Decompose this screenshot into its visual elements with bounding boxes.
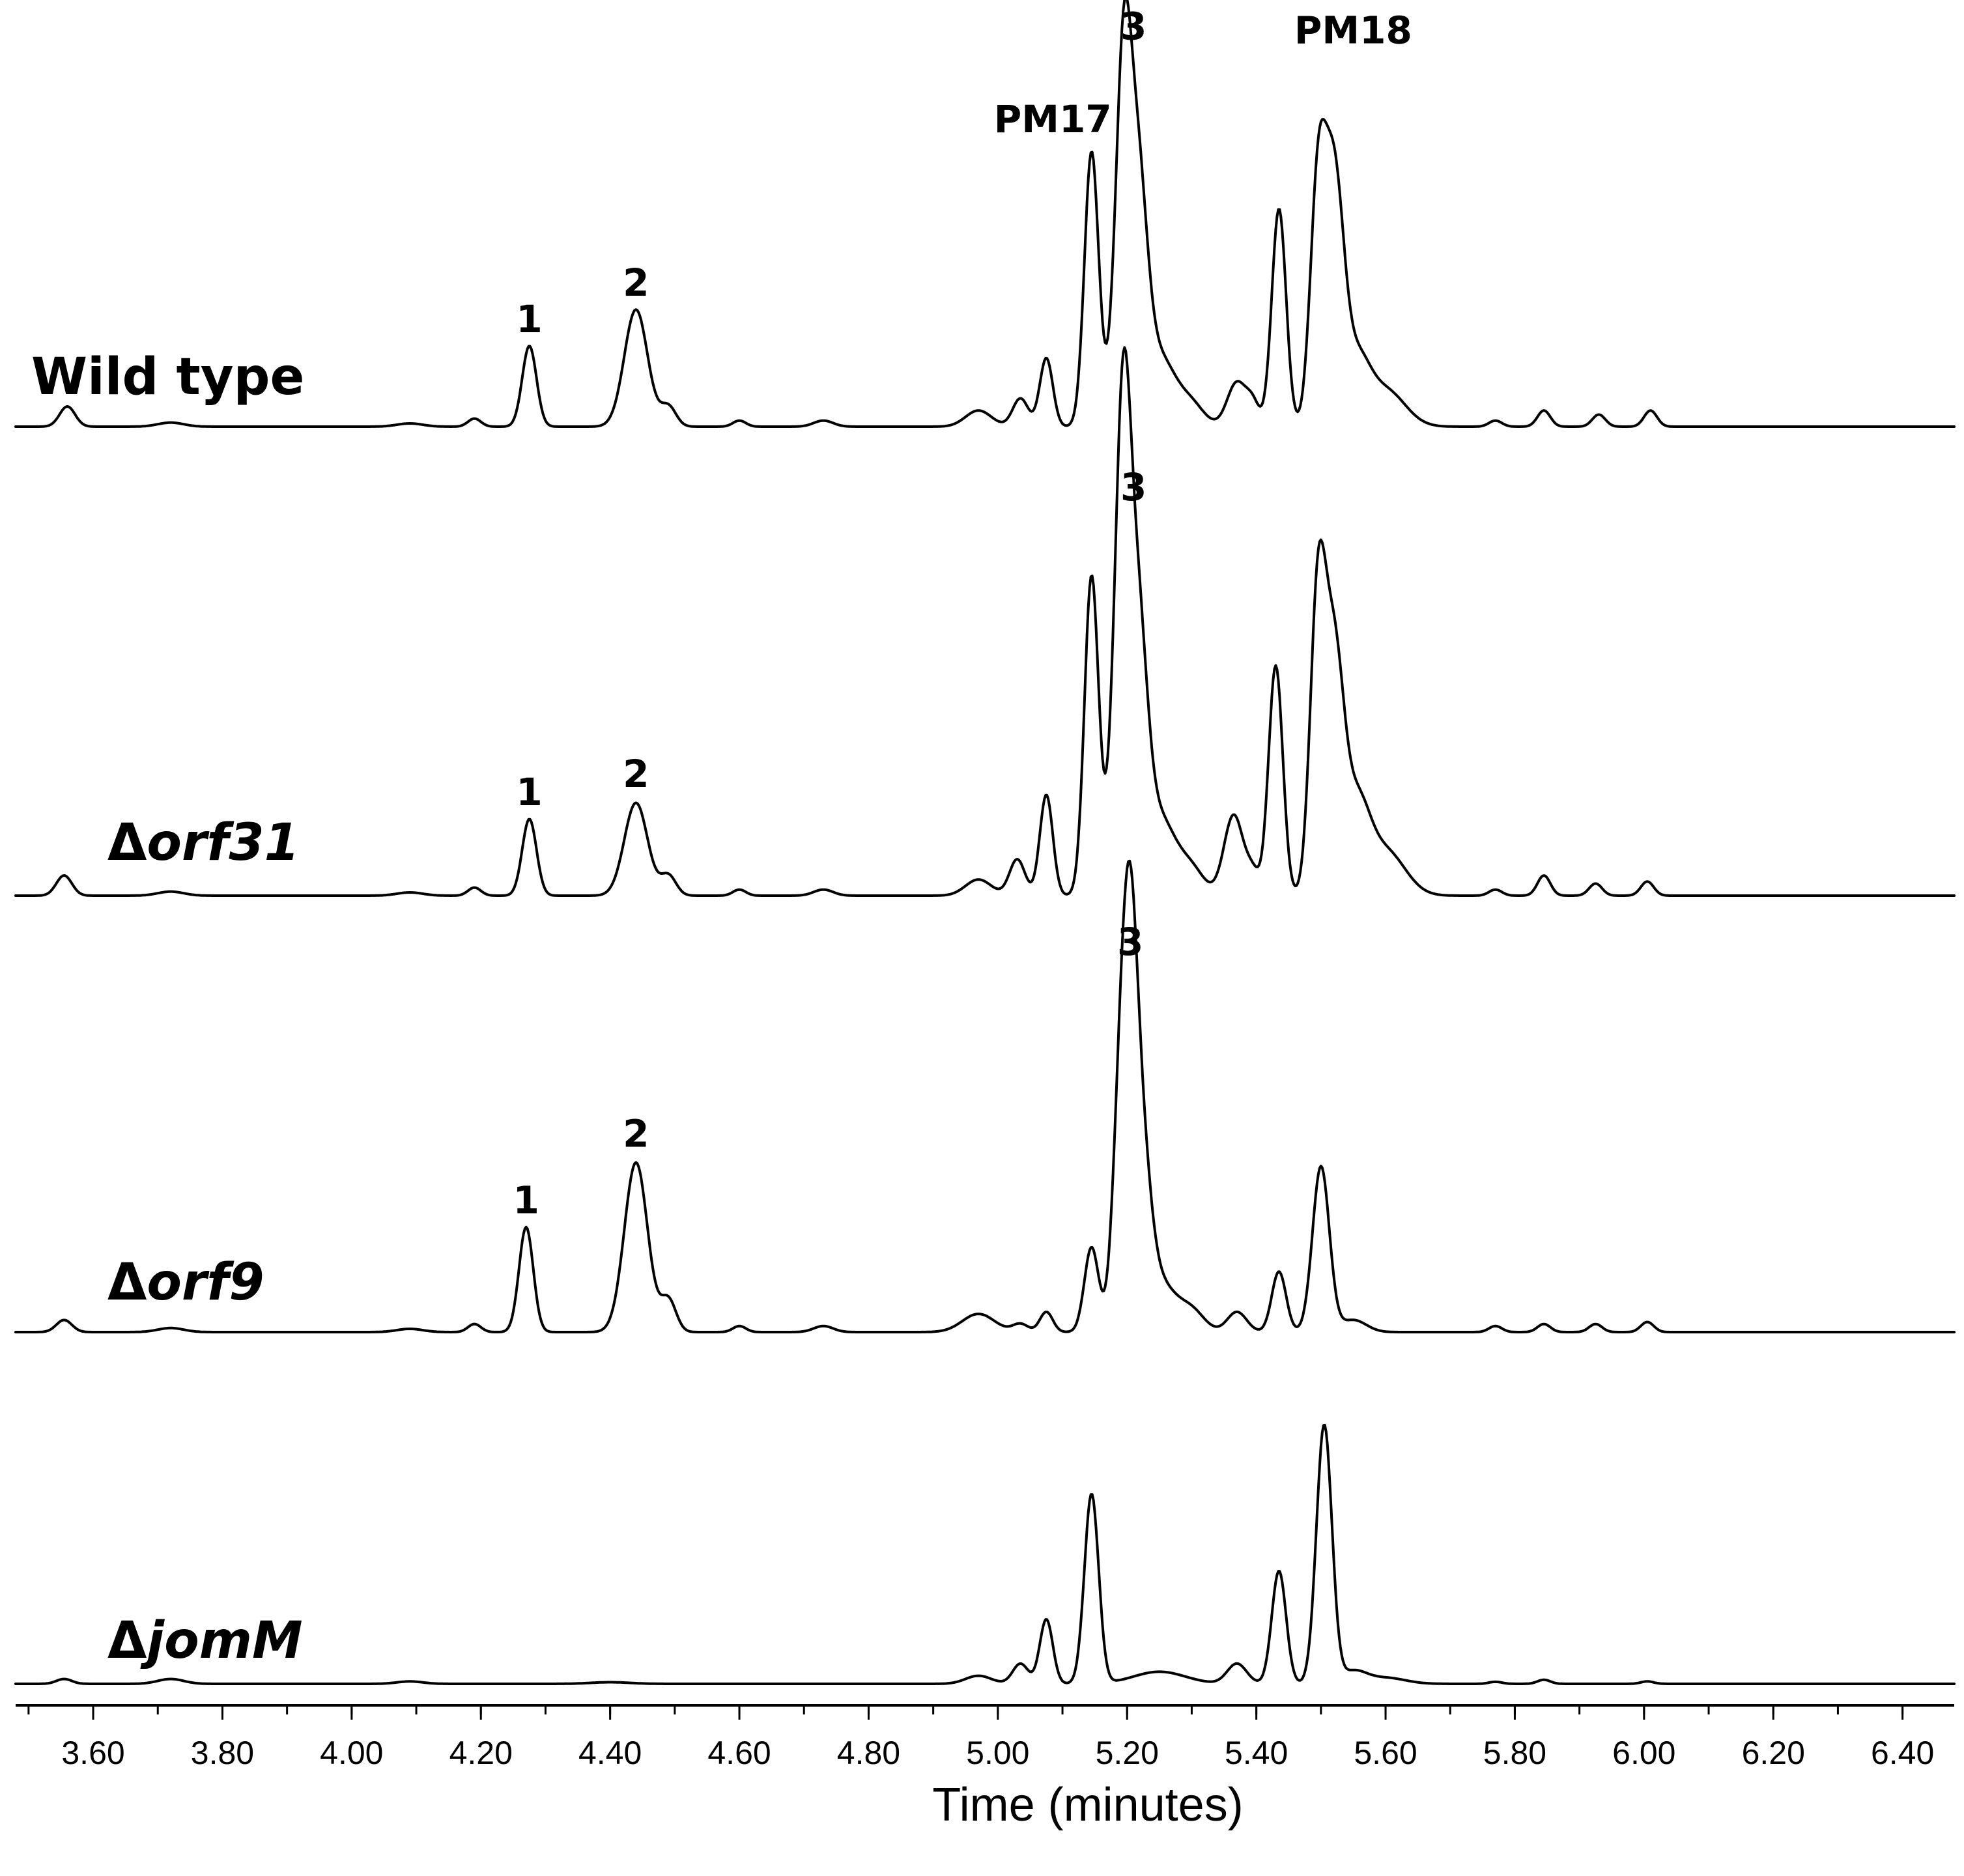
series-label-italic: jomM [140, 1612, 302, 1670]
peak-label: 1 [516, 770, 542, 814]
series-label-prefix: Δ [107, 1253, 147, 1312]
series-label: Δorf31 [107, 814, 300, 872]
peak-label: 1 [513, 1178, 539, 1223]
x-tick-label: 4.80 [837, 1735, 900, 1771]
series-line [14, 346, 1956, 897]
x-axis-label: Time (minutes) [932, 1779, 1243, 1831]
series-line [14, 0, 1956, 428]
peak-label: 2 [623, 261, 649, 305]
series-label-italic: orf31 [147, 814, 300, 872]
peak-label: PM17 [994, 97, 1112, 141]
trace-group: ΔjomM [14, 1423, 1956, 1685]
series-label-prefix: Δ [107, 1612, 147, 1670]
x-tick-label: 4.20 [449, 1735, 513, 1771]
series-line [14, 859, 1956, 1333]
x-tick-label: 3.60 [61, 1735, 124, 1771]
traces-group: Wild type 1 2 PM17 3 PM18 Δorf31 1 2 3 Δorf9 1 2 3 Δjo… [14, 0, 1956, 1685]
series-label: Wild type [31, 348, 304, 406]
peak-label: 3 [1117, 920, 1143, 964]
x-tick-label: 4.40 [578, 1735, 642, 1771]
trace-group: Wild type 1 2 PM17 3 PM18 [14, 0, 1956, 428]
x-tick-label: 6.40 [1871, 1735, 1934, 1771]
x-tick-label: 5.20 [1096, 1735, 1159, 1771]
x-tick-label: 4.60 [707, 1735, 771, 1771]
peak-label: 3 [1120, 4, 1146, 48]
peak-label: 2 [623, 752, 649, 796]
x-tick-label: 5.40 [1225, 1735, 1288, 1771]
trace-group: Δorf31 1 2 3 [14, 346, 1956, 897]
x-tick-label: 6.00 [1612, 1735, 1675, 1771]
series-label-prefix: Δ [107, 814, 147, 872]
trace-group: Δorf9 1 2 3 [14, 859, 1956, 1333]
series-label: Δorf9 [107, 1253, 264, 1312]
peak-label: 1 [516, 297, 542, 341]
series-label-italic: orf9 [147, 1253, 264, 1312]
peak-label: 3 [1120, 465, 1146, 509]
x-tick-label: 5.60 [1354, 1735, 1417, 1771]
x-axis: 3.60 3.80 4.00 4.20 4.40 4.60 4.80 5.00 5.20 5.40… [16, 1704, 1954, 1771]
series-label: ΔjomM [107, 1612, 303, 1670]
x-tick-label: 4.00 [320, 1735, 383, 1771]
peak-label: PM18 [1294, 8, 1412, 53]
x-tick-label: 3.80 [191, 1735, 254, 1771]
x-tick-label: 5.00 [966, 1735, 1029, 1771]
peak-label: 2 [623, 1111, 649, 1156]
x-tick-label: 6.20 [1742, 1735, 1805, 1771]
series-line [14, 1423, 1956, 1685]
x-tick-label: 5.80 [1483, 1735, 1546, 1771]
